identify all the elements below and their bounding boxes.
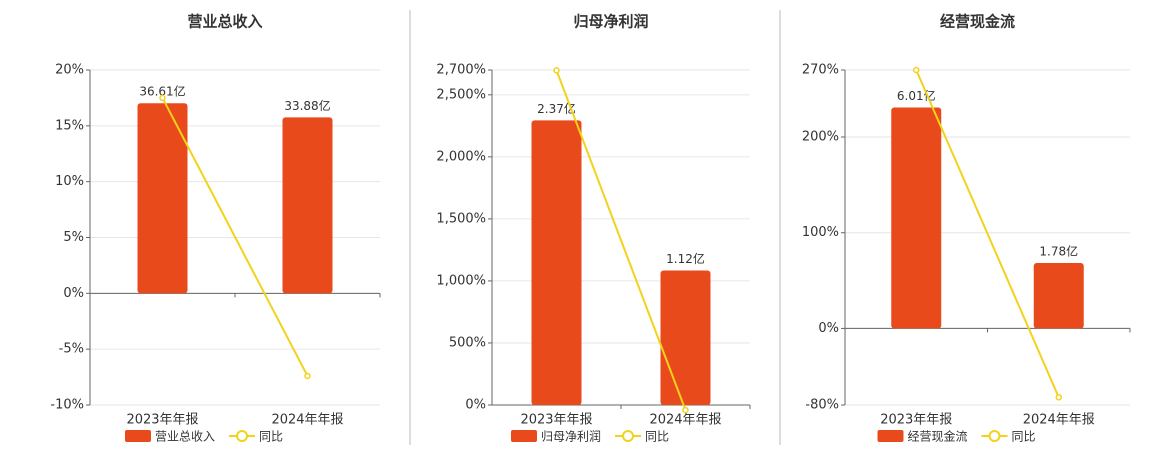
- y-tick-label: -5%: [59, 342, 84, 357]
- x-tick-label: 2023年年报: [520, 413, 592, 428]
- x-tick-label: 2024年年报: [271, 413, 343, 428]
- x-tick-label: 2024年年报: [649, 413, 721, 428]
- y-tick-label: 2,700%: [436, 63, 486, 78]
- y-tick-label: -10%: [50, 398, 84, 413]
- x-tick-label: 2023年年报: [126, 413, 198, 428]
- legend-label: 经营现金流: [908, 429, 968, 444]
- legend-swatch: [622, 430, 635, 442]
- y-tick-label: -80%: [805, 398, 839, 413]
- data-label: 1.78亿: [1039, 244, 1078, 259]
- point: [553, 67, 560, 74]
- bar: [1033, 263, 1084, 329]
- legend-swatch: [236, 430, 249, 442]
- y-tick-label: 100%: [802, 225, 839, 240]
- bar: [891, 107, 942, 329]
- bar: [282, 117, 333, 294]
- bar: [137, 103, 188, 294]
- y-tick-label: 2,000%: [436, 149, 486, 164]
- chart-title: 归母净利润: [573, 13, 648, 31]
- x-tick-label: 2024年年报: [1023, 413, 1095, 428]
- line: [161, 97, 309, 377]
- point: [682, 406, 689, 414]
- legend-swatch: [511, 430, 537, 442]
- data-label: 36.61亿: [139, 84, 185, 99]
- y-tick-label: 0%: [465, 398, 486, 413]
- x-tick-label: 2023年年报: [880, 413, 952, 428]
- y-tick-label: 1,000%: [436, 273, 486, 288]
- legend-swatch: [988, 430, 1001, 442]
- y-tick-label: 270%: [802, 63, 839, 78]
- y-tick-label: 0%: [818, 321, 839, 336]
- legend-label: 同比: [645, 430, 669, 444]
- bar: [660, 270, 711, 405]
- y-tick-label: 5%: [63, 230, 84, 245]
- y-tick-label: 15%: [55, 118, 84, 133]
- bar: [531, 120, 582, 405]
- point: [913, 66, 920, 74]
- legend-label: 归母净利润: [541, 430, 601, 444]
- legend-label: 同比: [1012, 430, 1036, 444]
- legend-swatch: [877, 430, 904, 442]
- chart-title: 营业总收入: [187, 13, 262, 31]
- data-label: 2.37亿: [537, 101, 576, 116]
- point: [159, 94, 166, 102]
- legend-label: 营业总收入: [155, 430, 215, 444]
- legend-swatch: [125, 430, 151, 442]
- legend-label: 同比: [259, 430, 283, 444]
- y-tick-label: 2,500%: [436, 87, 486, 102]
- data-label: 1.12亿: [666, 251, 705, 266]
- y-tick-label: 0%: [63, 286, 84, 301]
- data-label: 33.88亿: [284, 98, 330, 113]
- y-tick-label: 500%: [449, 335, 486, 350]
- line: [915, 69, 1060, 398]
- point: [304, 372, 311, 380]
- chart-title: 经营现金流: [940, 13, 1015, 31]
- y-tick-label: 20%: [55, 63, 84, 78]
- y-tick-label: 1,500%: [436, 211, 486, 226]
- point: [1055, 394, 1062, 401]
- y-tick-label: 200%: [802, 130, 839, 145]
- y-tick-label: 10%: [55, 174, 84, 189]
- line: [555, 70, 687, 411]
